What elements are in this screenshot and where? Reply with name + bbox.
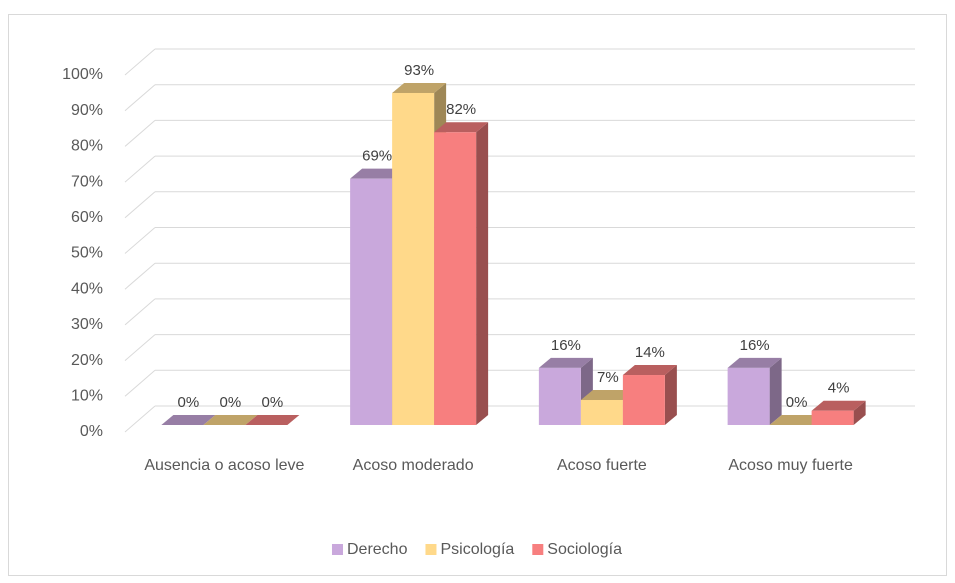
value-label: 82% (446, 101, 476, 118)
grid-line (124, 369, 156, 397)
value-label: 0% (786, 394, 808, 411)
grid-line (124, 405, 156, 433)
bar-top (161, 415, 216, 425)
bar-top (727, 357, 782, 368)
bar (392, 92, 435, 426)
x-tick-label: Acoso fuerte (557, 457, 647, 474)
bar-top (622, 365, 677, 376)
grid-line (124, 298, 156, 326)
y-tick-label: 0% (80, 423, 103, 440)
bar-3d (811, 400, 866, 425)
bar (580, 400, 623, 425)
y-tick-label: 10% (71, 388, 103, 405)
value-label: 4% (828, 380, 850, 397)
y-tick-label: 30% (71, 316, 103, 333)
legend-swatch (331, 544, 343, 555)
value-label: 16% (551, 337, 581, 354)
bar-3d (727, 357, 782, 425)
y-tick-label: 20% (71, 352, 103, 369)
bar (622, 375, 665, 425)
legend-swatch (532, 544, 544, 555)
bar (434, 132, 477, 425)
value-label: 14% (635, 344, 665, 361)
grid-line (124, 334, 156, 361)
bar-3d (769, 415, 824, 425)
value-label: 0% (220, 394, 242, 411)
grid-line (124, 120, 156, 147)
value-label: 0% (262, 394, 284, 411)
x-tick-label: Acoso moderado (353, 457, 474, 474)
bar-top (434, 122, 489, 133)
legend-label: Sociología (547, 541, 622, 558)
bar-top (538, 357, 593, 368)
y-tick-label: 90% (71, 102, 103, 119)
bar-top (769, 415, 824, 425)
bar-top (811, 400, 866, 411)
bar-side (476, 122, 489, 425)
bar-side (664, 365, 677, 425)
bar-side (853, 400, 866, 425)
x-tick-label: Ausencia o acoso leve (144, 457, 304, 474)
bar-top (350, 168, 405, 179)
bar-top (580, 390, 635, 401)
bar (350, 178, 393, 425)
y-tick-label: 50% (71, 245, 103, 262)
value-label: 7% (597, 369, 619, 386)
bar-top (392, 82, 447, 93)
bar-side (769, 357, 782, 425)
grid-line (124, 155, 156, 183)
bar-3d (245, 415, 300, 425)
legend-label: Psicología (440, 541, 514, 558)
grid-line (124, 227, 156, 254)
y-tick-label: 100% (62, 66, 103, 83)
bar-3d (203, 415, 258, 425)
legend-swatch (425, 544, 437, 555)
bar (727, 367, 770, 425)
grid-line (124, 262, 156, 290)
bar (538, 367, 581, 425)
value-label: 93% (404, 62, 434, 79)
y-tick-label: 40% (71, 280, 103, 297)
bar-3d (434, 122, 489, 425)
value-label: 16% (740, 337, 770, 354)
y-tick-label: 80% (71, 138, 103, 155)
value-label: 69% (362, 148, 392, 165)
bar-top (245, 415, 300, 425)
grid-line (124, 191, 156, 219)
x-tick-label: Acoso muy fuerte (728, 457, 853, 474)
y-tick-label: 60% (71, 209, 103, 226)
value-label: 0% (178, 394, 200, 411)
bar-3d (622, 365, 677, 425)
grid-line (124, 48, 156, 76)
grid-line (124, 84, 156, 112)
bar (811, 410, 854, 425)
legend-label: Derecho (347, 541, 408, 558)
y-tick-label: 70% (71, 173, 103, 190)
bar-3d (161, 415, 216, 425)
bar-top (203, 415, 258, 425)
